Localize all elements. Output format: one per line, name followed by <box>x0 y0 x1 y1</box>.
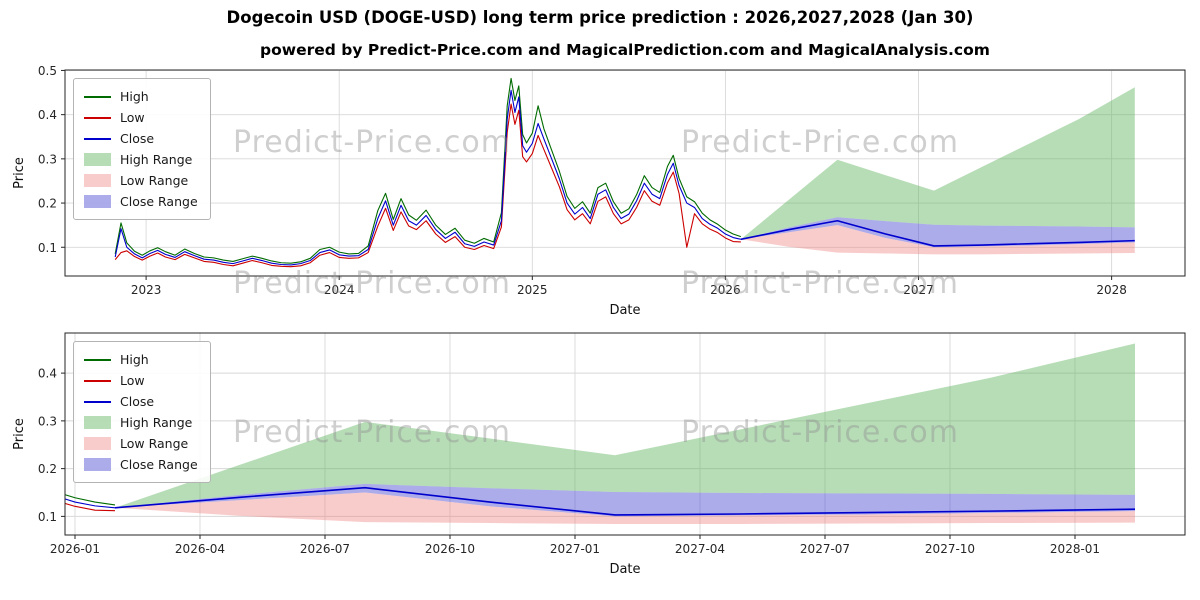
x-tick-label: 2027-10 <box>925 542 975 556</box>
high-legend-swatch <box>84 95 111 98</box>
y-tick-label: 0.4 <box>38 108 57 122</box>
y-tick-label: 0.1 <box>38 510 57 524</box>
legend-item: Close <box>84 128 198 149</box>
plot-frame <box>64 69 1186 277</box>
close-legend-swatch <box>84 400 111 403</box>
x-tick-label: 2028-01 <box>1050 542 1100 556</box>
legend-item: High <box>84 349 198 370</box>
x-tick-label: 2024 <box>324 283 355 297</box>
legend-item: Low Range <box>84 170 198 191</box>
watermark: Predict-Price.com <box>233 415 511 450</box>
legend-label: High <box>120 352 149 367</box>
close-range-legend-swatch <box>84 458 111 471</box>
y-tick-label: 0.2 <box>38 462 57 476</box>
legend-item: High Range <box>84 149 198 170</box>
x-axis-label: Date <box>609 303 640 318</box>
low-line <box>114 103 741 268</box>
y-tick-label: 0.5 <box>38 64 57 78</box>
low-legend-swatch <box>84 116 111 119</box>
x-tick-label: 2026-04 <box>175 542 225 556</box>
x-tick-label: 2027-01 <box>550 542 600 556</box>
low-range-band <box>740 225 1135 255</box>
x-tick-label: 2026-01 <box>50 542 100 556</box>
x-tick-label: 2027-04 <box>675 542 725 556</box>
watermark: Predict-Price.com <box>233 125 511 160</box>
low-range-legend-swatch <box>84 437 111 450</box>
y-tick-label: 0.3 <box>38 414 57 428</box>
legend-label: Low Range <box>120 173 189 188</box>
high-range-band <box>740 87 1135 240</box>
x-tick-label: 2025 <box>517 283 548 297</box>
legend-label: Close Range <box>120 457 198 472</box>
legend-item: Close Range <box>84 191 198 212</box>
y-axis-label: Price <box>12 418 27 450</box>
legend-item: Low <box>84 107 198 128</box>
watermark: Predict-Price.com <box>233 266 511 301</box>
close-range-legend-swatch <box>84 195 111 208</box>
tick-labels: 2026-01 2026-04 2026-07 2026-10 2027-01 2027-… <box>38 367 1100 556</box>
page-title: Dogecoin USD (DOGE-USD) long term price … <box>226 8 974 27</box>
y-tick-label: 0.3 <box>38 152 57 166</box>
y-tick-label: 0.1 <box>38 241 57 255</box>
top-chart-canvas: 2023 2024 2025 2026 2027 2028 0.1 0.2 0.3 0.4 0.5 D… <box>12 64 1186 318</box>
low-range-legend-swatch <box>84 174 111 187</box>
legend-label: Close <box>120 131 155 146</box>
legend-item: High Range <box>84 412 198 433</box>
legend-label: Low <box>120 110 145 125</box>
high-range-legend-swatch <box>84 153 111 166</box>
legend-label: Close Range <box>120 194 198 209</box>
watermark: Predict-Price.com <box>681 125 959 160</box>
y-axis-label: Price <box>12 157 27 189</box>
close-line <box>114 89 741 266</box>
x-tick-label: 2027 <box>903 283 934 297</box>
watermark: Predict-Price.com <box>681 415 959 450</box>
low-legend-swatch <box>84 379 111 382</box>
y-tick-label: 0.2 <box>38 197 57 211</box>
watermark: Predict-Price.com <box>681 266 959 301</box>
legend-label: Close <box>120 394 155 409</box>
top-chart-legend: High Low Close High Range Low Range Close Ran… <box>73 78 211 220</box>
x-tick-label: 2023 <box>131 283 162 297</box>
legend-label: High Range <box>120 415 193 430</box>
high-range-legend-swatch <box>84 416 111 429</box>
plot-frame <box>64 332 1186 536</box>
bottom-chart-canvas: 2026-01 2026-04 2026-07 2026-10 2027-01 2027-… <box>12 332 1186 577</box>
tick-labels: 2023 2024 2025 2026 2027 2028 0.1 0.2 0.3 0.4 0.5 <box>38 64 1127 297</box>
x-tick-label: 2026-10 <box>425 542 475 556</box>
high-range-band <box>115 343 1135 508</box>
x-tick-label: 2026-07 <box>300 542 350 556</box>
forecast-close-line <box>114 486 1136 516</box>
high-legend-swatch <box>84 358 111 361</box>
forecast-close-line <box>740 219 1135 247</box>
close-range-band <box>115 483 1135 517</box>
y-tick-label: 0.4 <box>38 367 57 381</box>
close-range-band <box>740 217 1135 248</box>
legend-item: Close <box>84 391 198 412</box>
x-axis-label: Date <box>609 562 640 577</box>
x-tick-label: 2026 <box>710 283 741 297</box>
x-tick-label: 2027-07 <box>800 542 850 556</box>
bottom-chart-legend: High Low Close High Range Low Range Close Ran… <box>73 341 211 483</box>
legend-label: High <box>120 89 149 104</box>
legend-label: High Range <box>120 152 193 167</box>
x-tick-label: 2028 <box>1096 283 1127 297</box>
low-range-band <box>115 492 1135 525</box>
legend-item: Low <box>84 370 198 391</box>
legend-item: High <box>84 86 198 107</box>
high-line <box>114 77 742 264</box>
page-subtitle: powered by Predict-Price.com and Magical… <box>260 41 990 59</box>
legend-item: Close Range <box>84 454 198 475</box>
close-legend-swatch <box>84 137 111 140</box>
legend-item: Low Range <box>84 433 198 454</box>
legend-label: Low <box>120 373 145 388</box>
legend-label: Low Range <box>120 436 189 451</box>
